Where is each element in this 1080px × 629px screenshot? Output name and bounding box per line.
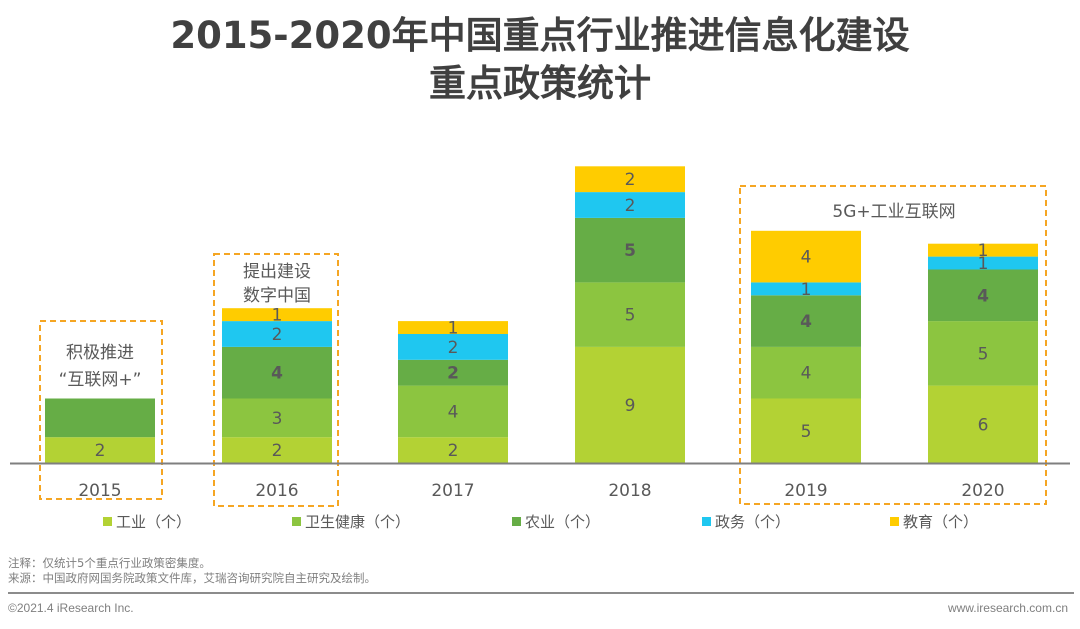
footer-divider: [8, 592, 1074, 594]
data-label-agriculture-2019: 4: [800, 312, 812, 332]
legend-swatch-agriculture: [512, 516, 521, 526]
data-label-health-2019: 4: [801, 364, 812, 384]
data-label-government-2019: 1: [801, 280, 812, 300]
legend-swatch-industry: [103, 516, 112, 526]
data-label-health-2016: 3: [272, 409, 283, 429]
bar-segment-health-2018: [575, 282, 685, 347]
bar-segment-health-2020: [928, 321, 1038, 386]
data-label-industry-2015: 2: [95, 441, 106, 461]
bar-segment-government-2016: [222, 321, 332, 347]
data-label-government-2016: 2: [272, 325, 283, 345]
annotation-box: [39, 320, 163, 500]
bar-segment-agriculture-2020: [928, 269, 1038, 322]
legend-label-industry: 工业（个）: [116, 512, 192, 531]
legend-swatch-government: [702, 516, 711, 526]
annotation-text: 提出建设: [243, 262, 311, 282]
bar-segment-industry-2016: [222, 437, 332, 463]
bar-segment-industry-2017: [398, 437, 508, 463]
bar-segment-government-2017: [398, 334, 508, 360]
bar-segment-agriculture-2016: [222, 346, 332, 399]
bar-segment-agriculture-2017: [398, 359, 508, 386]
bar-segment-industry-2019: [751, 398, 861, 463]
data-label-agriculture-2018: 5: [624, 241, 636, 261]
data-label-industry-2020: 6: [978, 415, 989, 435]
data-label-education-2018: 2: [625, 170, 636, 190]
bar-segment-government-2019: [751, 282, 861, 296]
stacked-bar-chart: 积极推进“互联网+”提出建设数字中国5G+工业互联网22015234212016…: [10, 166, 1070, 507]
bar-segment-health-2019: [751, 346, 861, 399]
bar-segment-health-2016: [222, 398, 332, 438]
annotation-box: [213, 253, 339, 507]
annotation-text: 5G+工业互联网: [832, 202, 955, 222]
legend-label-education: 教育（个）: [903, 512, 979, 531]
legend-item-health: 卫生健康（个）: [292, 511, 410, 531]
annotation-text: “互联网+”: [59, 370, 142, 390]
data-label-industry-2017: 2: [448, 441, 459, 461]
note-text: 注释：仅统计5个重点行业政策密集度。: [8, 556, 211, 570]
data-label-government-2020: 1: [978, 254, 989, 274]
data-label-agriculture-2016: 4: [271, 364, 283, 384]
bar-segment-government-2020: [928, 256, 1038, 270]
x-tick-label-2017: 2017: [431, 481, 474, 501]
bar-segment-education-2017: [398, 321, 508, 334]
bar-segment-education-2019: [751, 230, 861, 283]
data-label-education-2019: 4: [801, 248, 812, 268]
data-label-agriculture-2017: 2: [447, 364, 459, 384]
data-label-health-2020: 5: [978, 344, 989, 364]
legend-swatch-education: [890, 516, 899, 526]
bar-segment-education-2016: [222, 308, 332, 322]
annotation-box: [739, 185, 1047, 505]
chart-title-line-1: 2015-2020年中国重点行业推进信息化建设: [170, 14, 910, 57]
legend-item-industry: 工业（个）: [103, 511, 191, 531]
annotation-text: 积极推进: [66, 343, 134, 363]
bar-segment-government-2018: [575, 192, 685, 218]
data-label-industry-2018: 9: [625, 396, 636, 416]
x-tick-label-2018: 2018: [608, 481, 651, 501]
x-tick-label-2016: 2016: [255, 481, 298, 501]
bar-segment-agriculture-2018: [575, 217, 685, 283]
bar-segment-agriculture-2019: [751, 295, 861, 347]
bar-segment-industry-2018: [575, 346, 685, 463]
bar-segment-agriculture-2015: [45, 398, 155, 438]
data-label-education-2020: 1: [978, 241, 989, 261]
copyright: ©2021.4 iResearch Inc.: [8, 601, 134, 615]
legend-item-government: 政务（个）: [702, 511, 790, 531]
bar-segment-education-2018: [575, 166, 685, 193]
bar-segment-industry-2015: [45, 437, 155, 463]
x-tick-label-2020: 2020: [961, 481, 1004, 501]
legend-label-government: 政务（个）: [715, 512, 791, 531]
website-link: www.iresearch.com.cn: [947, 601, 1068, 615]
legend-swatch-health: [292, 516, 301, 526]
data-label-government-2017: 2: [448, 338, 459, 358]
data-label-education-2016: 1: [272, 306, 283, 326]
data-label-government-2018: 2: [625, 196, 636, 216]
notes: 注释：仅统计5个重点行业政策密集度。 来源：中国政府网国务院政策文件库，艾瑞咨询…: [8, 556, 376, 586]
bar-segment-health-2017: [398, 385, 508, 438]
data-label-agriculture-2020: 4: [977, 286, 989, 306]
chart-title-line-2: 重点政策统计: [429, 62, 651, 105]
data-label-industry-2019: 5: [801, 422, 812, 442]
legend-label-agriculture: 农业（个）: [525, 512, 601, 531]
data-label-industry-2016: 2: [272, 441, 283, 461]
data-label-health-2018: 5: [625, 306, 636, 326]
legend-item-agriculture: 农业（个）: [512, 511, 600, 531]
data-label-education-2017: 1: [448, 319, 459, 339]
bar-segment-industry-2020: [928, 385, 1038, 463]
x-tick-label-2015: 2015: [78, 481, 121, 501]
x-tick-label-2019: 2019: [784, 481, 827, 501]
annotation-text: 数字中国: [243, 286, 311, 306]
bar-segment-education-2020: [928, 243, 1038, 257]
data-label-health-2017: 4: [448, 402, 459, 422]
legend-item-education: 教育（个）: [890, 511, 978, 531]
legend-label-health: 卫生健康（个）: [305, 512, 411, 531]
source-text: 来源：中国政府网国务院政策文件库，艾瑞咨询研究院自主研究及绘制。: [8, 571, 376, 585]
